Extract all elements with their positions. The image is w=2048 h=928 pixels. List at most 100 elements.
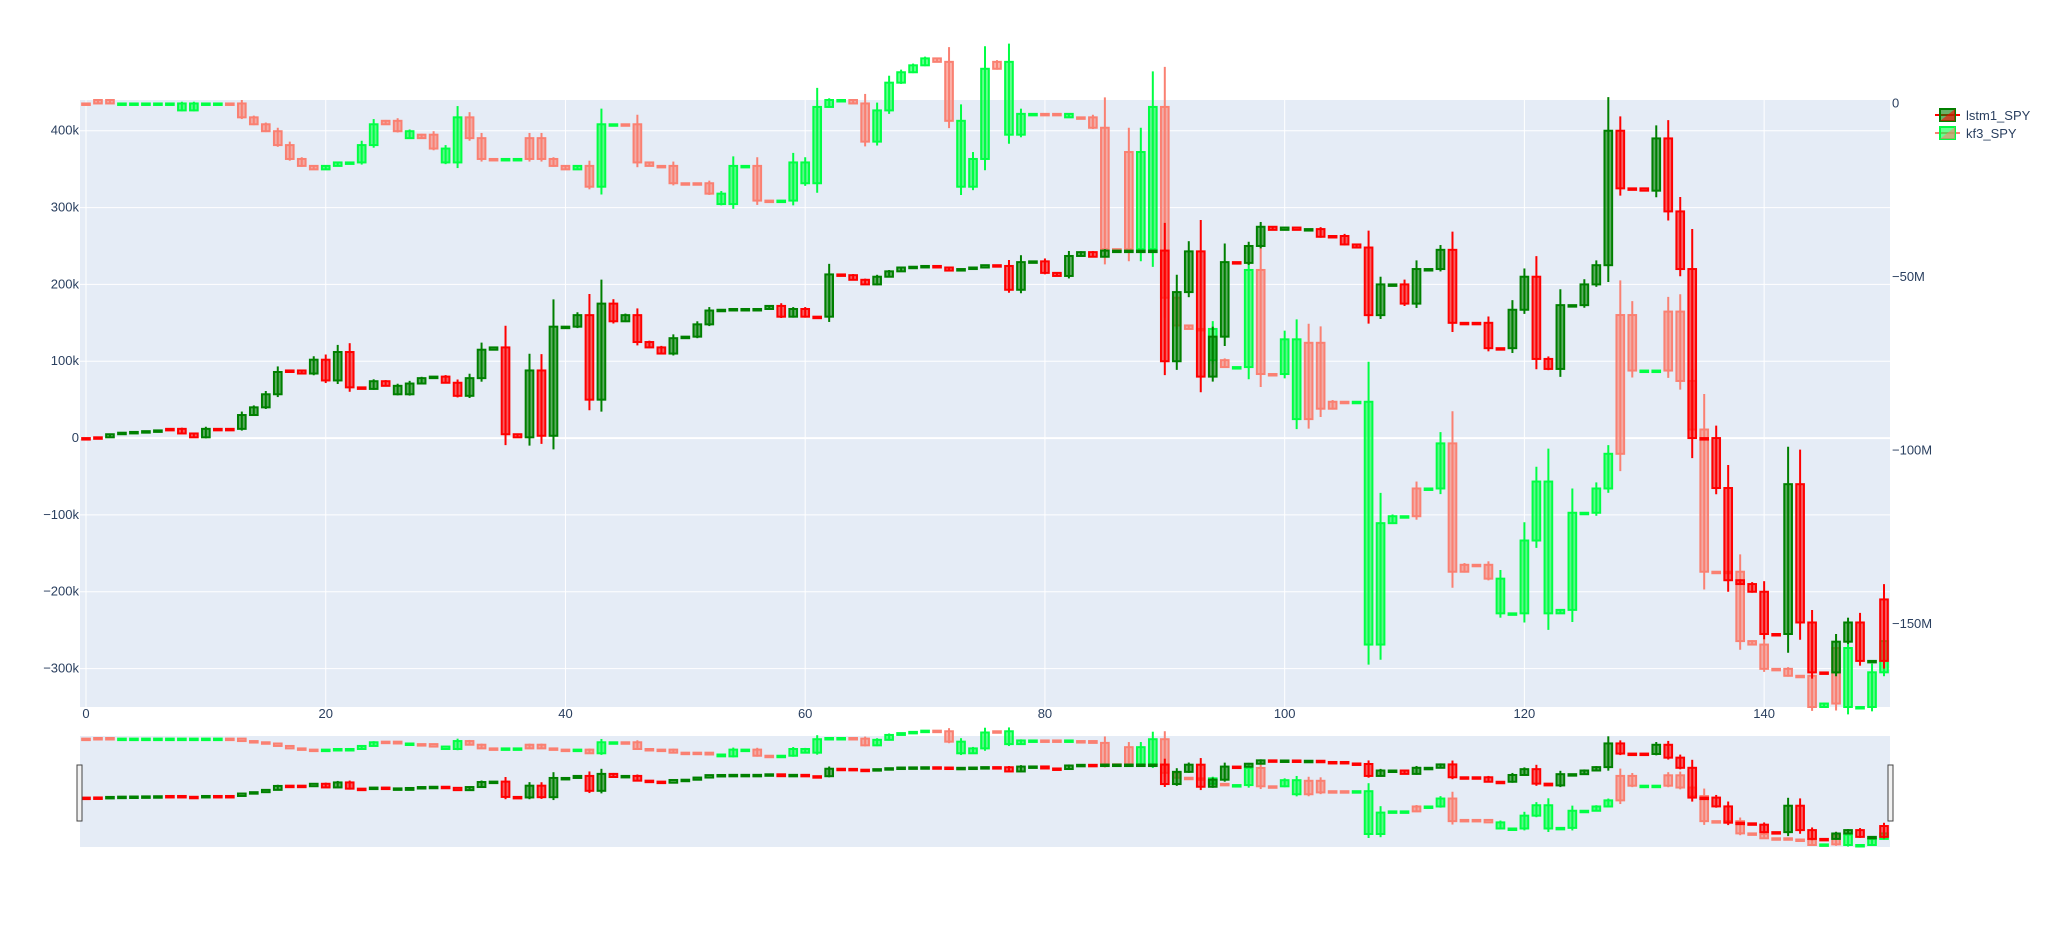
candle[interactable]	[884, 75, 894, 114]
candle[interactable]	[392, 383, 403, 396]
candle[interactable]	[1543, 356, 1554, 371]
candle[interactable]	[548, 299, 559, 450]
candle[interactable]	[632, 308, 643, 346]
candle[interactable]	[93, 99, 103, 105]
candle[interactable]	[1795, 674, 1805, 679]
candle[interactable]	[956, 104, 966, 195]
candle[interactable]	[1591, 260, 1602, 287]
candle[interactable]	[1387, 283, 1398, 287]
candle[interactable]	[1279, 330, 1290, 379]
candle[interactable]	[248, 405, 259, 417]
candle[interactable]	[1040, 112, 1050, 117]
candle[interactable]	[1483, 316, 1494, 352]
candle[interactable]	[968, 266, 978, 271]
candle[interactable]	[680, 182, 691, 186]
candle[interactable]	[1255, 221, 1266, 249]
candle[interactable]	[1124, 127, 1134, 262]
candle[interactable]	[452, 379, 463, 398]
candle[interactable]	[1543, 448, 1554, 630]
legend-item-kf3-spy[interactable]: kf3_SPY	[1935, 126, 2017, 141]
candle[interactable]	[596, 279, 607, 412]
candle[interactable]	[236, 411, 247, 431]
candle[interactable]	[1867, 663, 1877, 712]
candle[interactable]	[884, 269, 894, 278]
candle[interactable]	[716, 191, 727, 206]
candle[interactable]	[464, 373, 475, 399]
candle[interactable]	[1315, 227, 1326, 238]
candle[interactable]	[236, 100, 247, 120]
candle[interactable]	[1747, 640, 1757, 646]
candle[interactable]	[1375, 492, 1386, 660]
series-kf3-spy[interactable]	[81, 43, 1889, 715]
candle[interactable]	[476, 342, 487, 382]
candle[interactable]	[1411, 481, 1422, 520]
candle[interactable]	[392, 118, 403, 133]
candle[interactable]	[1016, 108, 1026, 138]
candle[interactable]	[848, 274, 858, 281]
candle[interactable]	[1471, 563, 1482, 568]
candle[interactable]	[872, 102, 882, 146]
candle[interactable]	[1339, 400, 1350, 405]
candle[interactable]	[1375, 276, 1386, 319]
candle[interactable]	[1088, 114, 1098, 130]
candle[interactable]	[932, 264, 942, 269]
candle[interactable]	[81, 102, 91, 106]
candle[interactable]	[416, 133, 427, 140]
candle[interactable]	[524, 353, 535, 446]
candle[interactable]	[1303, 228, 1314, 232]
candle[interactable]	[1231, 261, 1242, 265]
candle[interactable]	[1855, 612, 1865, 666]
candle[interactable]	[980, 264, 990, 269]
candle[interactable]	[656, 345, 667, 355]
candle[interactable]	[1243, 245, 1254, 380]
candle[interactable]	[1759, 638, 1769, 672]
candle[interactable]	[1663, 296, 1674, 378]
candle[interactable]	[1459, 563, 1470, 573]
candle[interactable]	[452, 106, 463, 169]
candle[interactable]	[908, 265, 918, 270]
candle[interactable]	[812, 315, 823, 320]
candle[interactable]	[1879, 584, 1889, 669]
candle[interactable]	[740, 164, 751, 169]
candle[interactable]	[704, 180, 715, 195]
candle[interactable]	[1004, 260, 1014, 293]
candle[interactable]	[572, 312, 583, 329]
candle[interactable]	[908, 63, 918, 74]
candle[interactable]	[944, 47, 954, 129]
candle[interactable]	[488, 157, 499, 162]
candle[interactable]	[1531, 256, 1542, 370]
candle[interactable]	[1195, 220, 1206, 393]
candle[interactable]	[1112, 249, 1122, 254]
candle[interactable]	[836, 273, 846, 277]
candle[interactable]	[1795, 449, 1805, 640]
candle[interactable]	[584, 294, 595, 411]
candle[interactable]	[620, 313, 631, 323]
candle[interactable]	[860, 278, 870, 286]
candle[interactable]	[920, 56, 930, 67]
candle[interactable]	[1255, 243, 1266, 388]
candle[interactable]	[1627, 301, 1638, 378]
candle[interactable]	[213, 427, 223, 432]
candle[interactable]	[1291, 226, 1302, 231]
candle[interactable]	[1387, 514, 1398, 525]
candle[interactable]	[1291, 319, 1302, 430]
candle[interactable]	[848, 99, 858, 105]
candle[interactable]	[1435, 432, 1446, 495]
candle[interactable]	[608, 123, 619, 127]
candle[interactable]	[356, 386, 367, 390]
candle[interactable]	[1819, 671, 1829, 675]
candle[interactable]	[572, 164, 583, 171]
candle[interactable]	[1843, 617, 1853, 645]
candle[interactable]	[1591, 482, 1602, 516]
candle[interactable]	[141, 430, 151, 434]
candle[interactable]	[1699, 393, 1710, 590]
candle[interactable]	[201, 102, 211, 106]
candle[interactable]	[1603, 97, 1614, 283]
candle[interactable]	[416, 376, 427, 385]
candle[interactable]	[620, 123, 631, 127]
candle[interactable]	[644, 161, 655, 167]
candle[interactable]	[177, 427, 187, 435]
candle[interactable]	[1351, 243, 1362, 249]
candle[interactable]	[608, 299, 619, 324]
candle[interactable]	[213, 102, 223, 106]
